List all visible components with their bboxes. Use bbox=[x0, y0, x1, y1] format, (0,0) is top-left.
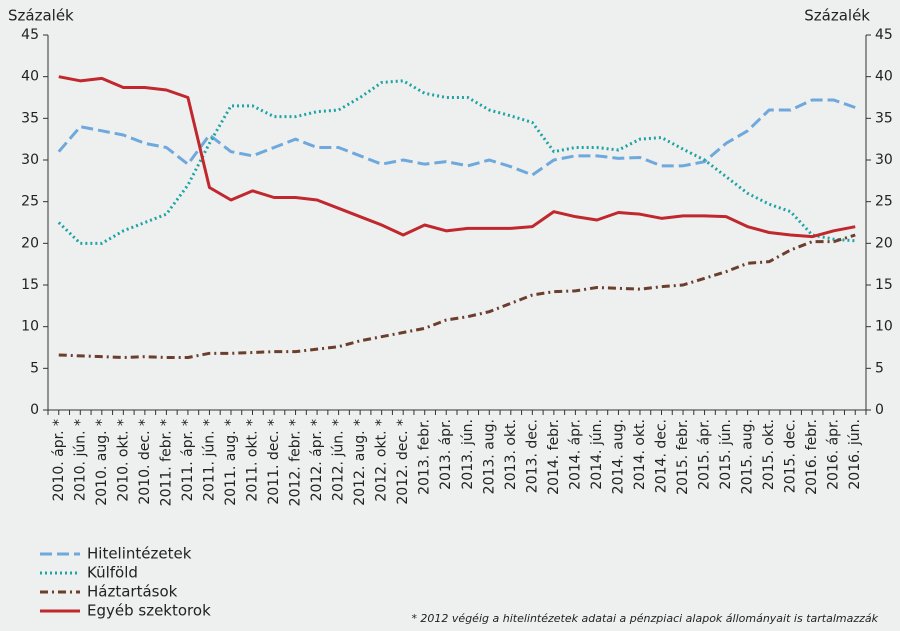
y2-tick-label: 5 bbox=[875, 360, 884, 376]
y-tick-label: 45 bbox=[21, 27, 39, 43]
y2-tick-label: 30 bbox=[875, 152, 893, 168]
x-tick-label: 2014. okt. bbox=[632, 419, 648, 490]
x-tick-label: 2010. jún. * bbox=[72, 419, 88, 501]
legend-label: Háztartások bbox=[87, 583, 178, 601]
y2-tick-label: 20 bbox=[875, 235, 893, 251]
x-tick-label: 2013. okt. bbox=[503, 419, 519, 490]
series-line bbox=[58, 233, 856, 359]
x-tick-label: 2012. dec. * bbox=[395, 419, 411, 505]
x-tick-label: 2015. dec. bbox=[783, 419, 799, 493]
x-tick-label: 2011. okt. * bbox=[245, 419, 261, 502]
x-tick-label: 2011. febr. * bbox=[158, 419, 174, 506]
legend-label: Külföld bbox=[87, 564, 138, 582]
x-tick-label: 2011. jún. * bbox=[201, 419, 217, 501]
x-tick-label: 2012. ápr. * bbox=[309, 419, 325, 501]
x-tick-label: 2010. ápr. * bbox=[51, 419, 67, 501]
x-tick-label: 2015. febr. bbox=[675, 419, 691, 495]
y2-axis-label: Százalék bbox=[804, 7, 870, 25]
y-tick-label: 0 bbox=[30, 402, 39, 418]
x-tick-label: 2015. jún. bbox=[718, 419, 734, 490]
x-tick-label: 2014. dec. bbox=[654, 419, 670, 493]
x-tick-label: 2014. jún. bbox=[589, 419, 605, 490]
x-tick-label: 2012. jún. * bbox=[331, 419, 347, 501]
x-tick-label: 2013. febr. bbox=[417, 419, 433, 495]
x-tick-label: 2012. okt. * bbox=[374, 419, 390, 502]
legend-label: Hitelintézetek bbox=[87, 545, 192, 563]
y2-tick-label: 45 bbox=[875, 27, 893, 43]
y-tick-label: 40 bbox=[21, 69, 39, 85]
x-tick-label: 2014. febr. bbox=[546, 419, 562, 495]
y2-tick-label: 15 bbox=[875, 277, 893, 293]
x-tick-label: 2010. aug. * bbox=[94, 419, 110, 506]
series-line bbox=[57, 79, 856, 245]
x-tick-label: 2010. dec. * bbox=[137, 419, 153, 505]
y-tick-label: 30 bbox=[21, 152, 39, 168]
y2-tick-label: 10 bbox=[875, 319, 893, 335]
y-tick-label: 10 bbox=[21, 319, 39, 335]
x-tick-label: 2013. dec. bbox=[524, 419, 540, 493]
x-tick-label: 2010. okt. * bbox=[115, 419, 131, 502]
y-tick-label: 25 bbox=[21, 194, 39, 210]
x-tick-label: 2016. ápr. bbox=[826, 419, 842, 490]
x-tick-label: 2016. febr. bbox=[804, 419, 820, 495]
y-tick-label: 15 bbox=[21, 277, 39, 293]
y-axis-label: Százalék bbox=[8, 7, 74, 25]
x-tick-label: 2015. ápr. bbox=[697, 419, 713, 490]
y2-tick-label: 0 bbox=[875, 402, 884, 418]
x-tick-label: 2012. aug. * bbox=[352, 419, 368, 506]
x-tick-label: 2014. ápr. bbox=[567, 419, 583, 490]
x-tick-label: 2015. okt. bbox=[761, 419, 777, 490]
x-tick-label: 2013. jún. bbox=[460, 419, 476, 490]
x-tick-label: 2015. aug. bbox=[740, 419, 756, 494]
x-tick-label: 2011. dec. * bbox=[266, 419, 282, 505]
legend-label: Egyéb szektorok bbox=[87, 602, 211, 620]
x-tick-label: 2013. ápr. bbox=[438, 419, 454, 490]
x-tick-label: 2016. jún. bbox=[847, 419, 863, 490]
y-tick-label: 20 bbox=[21, 235, 39, 251]
series-line bbox=[58, 75, 856, 239]
y2-tick-label: 25 bbox=[875, 194, 893, 210]
footnote: * 2012 végéig a hitelintézetek adatai a … bbox=[411, 612, 878, 625]
y-tick-label: 5 bbox=[30, 360, 39, 376]
x-tick-label: 2014. aug. bbox=[610, 419, 626, 494]
x-tick-label: 2012. febr. * bbox=[288, 419, 304, 506]
y-tick-label: 35 bbox=[21, 110, 39, 126]
series-line bbox=[57, 98, 856, 177]
y2-tick-label: 40 bbox=[875, 69, 893, 85]
y2-tick-label: 35 bbox=[875, 110, 893, 126]
x-tick-label: 2011. aug. * bbox=[223, 419, 239, 506]
x-tick-label: 2011. ápr. * bbox=[180, 419, 196, 501]
x-tick-label: 2013. aug. bbox=[481, 419, 497, 494]
